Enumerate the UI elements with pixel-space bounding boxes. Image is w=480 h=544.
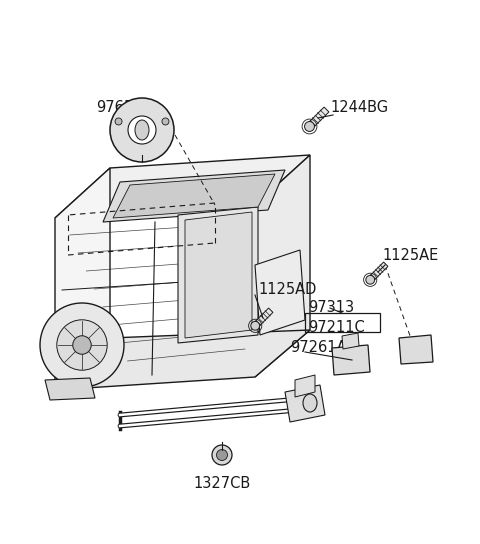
Polygon shape [285,385,325,422]
Polygon shape [332,345,370,375]
Circle shape [162,118,169,125]
Polygon shape [55,168,110,390]
Bar [305,313,380,332]
Polygon shape [103,170,285,222]
Polygon shape [185,212,252,338]
Text: 1327CB: 1327CB [193,477,251,491]
Polygon shape [55,155,310,218]
Polygon shape [55,330,310,390]
Circle shape [366,275,374,284]
Text: 97211C: 97211C [308,319,365,335]
Polygon shape [342,333,359,349]
Polygon shape [255,250,305,335]
Text: 97261A: 97261A [290,339,347,355]
Polygon shape [113,174,275,218]
Circle shape [110,98,174,162]
Circle shape [212,445,232,465]
Circle shape [40,303,124,387]
Ellipse shape [303,394,317,412]
Text: 97313: 97313 [308,300,354,316]
Circle shape [251,322,260,330]
Polygon shape [399,335,433,364]
Polygon shape [295,375,315,397]
Polygon shape [307,107,329,129]
Text: 1125AD: 1125AD [258,282,316,298]
Circle shape [115,118,122,125]
Polygon shape [255,155,310,377]
Circle shape [73,336,91,354]
Circle shape [128,116,156,144]
Circle shape [216,449,228,461]
Polygon shape [45,378,95,400]
Circle shape [305,121,314,132]
Polygon shape [368,262,388,282]
Text: 1244BG: 1244BG [330,100,388,114]
Ellipse shape [135,120,149,140]
Circle shape [57,320,107,370]
Text: 97655A: 97655A [96,100,152,114]
Polygon shape [178,207,258,343]
Polygon shape [253,308,273,328]
Text: 1125AE: 1125AE [382,248,438,263]
